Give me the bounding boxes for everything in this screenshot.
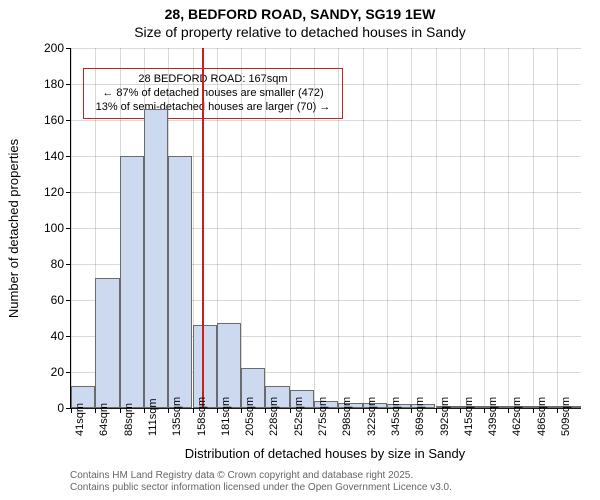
x-tick-mark [290,408,291,413]
footer-line2: Contains public sector information licen… [70,482,452,494]
x-tick-label: 41sqm [74,403,86,436]
x-gridline [484,48,485,408]
y-axis-label: Number of detached properties [4,48,24,408]
x-tick-mark [265,408,266,413]
x-tick-mark [436,408,437,413]
histogram-bar [95,278,119,408]
x-tick-mark [71,408,72,413]
x-tick-mark [363,408,364,413]
x-gridline [411,48,412,408]
x-gridline [557,48,558,408]
y-tick-label: 0 [24,401,64,415]
x-gridline [290,48,291,408]
footer-line1: Contains HM Land Registry data © Crown c… [70,470,452,482]
x-gridline [338,48,339,408]
y-tick-label: 120 [24,185,64,199]
x-tick-mark [314,408,315,413]
histogram-bar [193,325,217,408]
x-tick-label: 415sqm [463,397,475,436]
x-gridline [314,48,315,408]
reference-line [202,48,204,408]
chart-title-subtitle: Size of property relative to detached ho… [0,24,600,40]
x-tick-label: 462sqm [511,397,523,436]
y-tick-label: 80 [24,257,64,271]
x-tick-label: 228sqm [268,397,280,436]
x-tick-mark [168,408,169,413]
x-tick-mark [193,408,194,413]
y-tick-label: 160 [24,113,64,127]
x-tick-label: 181sqm [220,397,232,436]
x-tick-mark [460,408,461,413]
x-tick-label: 158sqm [196,397,208,436]
x-gridline [265,48,266,408]
annotation-larger: 13% of semi-detached houses are larger (… [90,101,336,115]
x-tick-mark [557,408,558,413]
x-tick-label: 509sqm [560,397,572,436]
x-tick-mark [533,408,534,413]
x-gridline [436,48,437,408]
property-size-histogram: 28, BEDFORD ROAD, SANDY, SG19 1EW Size o… [0,0,600,500]
y-tick-label: 180 [24,77,64,91]
x-tick-label: 486sqm [536,397,548,436]
histogram-bar [120,156,144,408]
y-tick-label: 40 [24,329,64,343]
histogram-bar [168,156,192,408]
y-tick-label: 100 [24,221,64,235]
x-tick-label: 392sqm [439,397,451,436]
x-tick-label: 64sqm [98,403,110,436]
x-tick-mark [241,408,242,413]
x-tick-label: 205sqm [244,397,256,436]
annotation-box: 28 BEDFORD ROAD: 167sqm ← 87% of detache… [83,68,343,119]
x-tick-mark [484,408,485,413]
footer-attribution: Contains HM Land Registry data © Crown c… [70,470,452,494]
x-tick-label: 252sqm [293,397,305,436]
x-tick-label: 298sqm [341,397,353,436]
x-tick-label: 369sqm [414,397,426,436]
x-tick-label: 88sqm [123,403,135,436]
chart-title-address: 28, BEDFORD ROAD, SANDY, SG19 1EW [0,6,600,22]
x-tick-mark [95,408,96,413]
x-tick-label: 345sqm [390,397,402,436]
x-axis-label: Distribution of detached houses by size … [70,446,580,461]
histogram-bar [144,109,168,408]
annotation-smaller: ← 87% of detached houses are smaller (47… [90,87,336,101]
x-tick-label: 135sqm [171,397,183,436]
x-tick-mark [217,408,218,413]
y-tick-label: 60 [24,293,64,307]
y-tick-label: 20 [24,365,64,379]
y-tick-label: 140 [24,149,64,163]
x-tick-mark [120,408,121,413]
x-gridline [533,48,534,408]
x-tick-mark [144,408,145,413]
x-gridline [241,48,242,408]
y-tick-label: 200 [24,41,64,55]
x-tick-mark [508,408,509,413]
x-gridline [71,48,72,408]
x-gridline [508,48,509,408]
x-tick-mark [338,408,339,413]
x-tick-label: 275sqm [317,397,329,436]
x-tick-mark [387,408,388,413]
x-gridline [460,48,461,408]
y-gridline [71,48,581,49]
plot-area: 28 BEDFORD ROAD: 167sqm ← 87% of detache… [70,48,581,409]
y-gridline [71,84,581,85]
x-tick-mark [411,408,412,413]
x-gridline [363,48,364,408]
x-tick-label: 322sqm [366,397,378,436]
x-gridline [387,48,388,408]
histogram-bar [217,323,241,408]
x-tick-label: 111sqm [147,398,159,436]
x-tick-label: 439sqm [487,397,499,436]
